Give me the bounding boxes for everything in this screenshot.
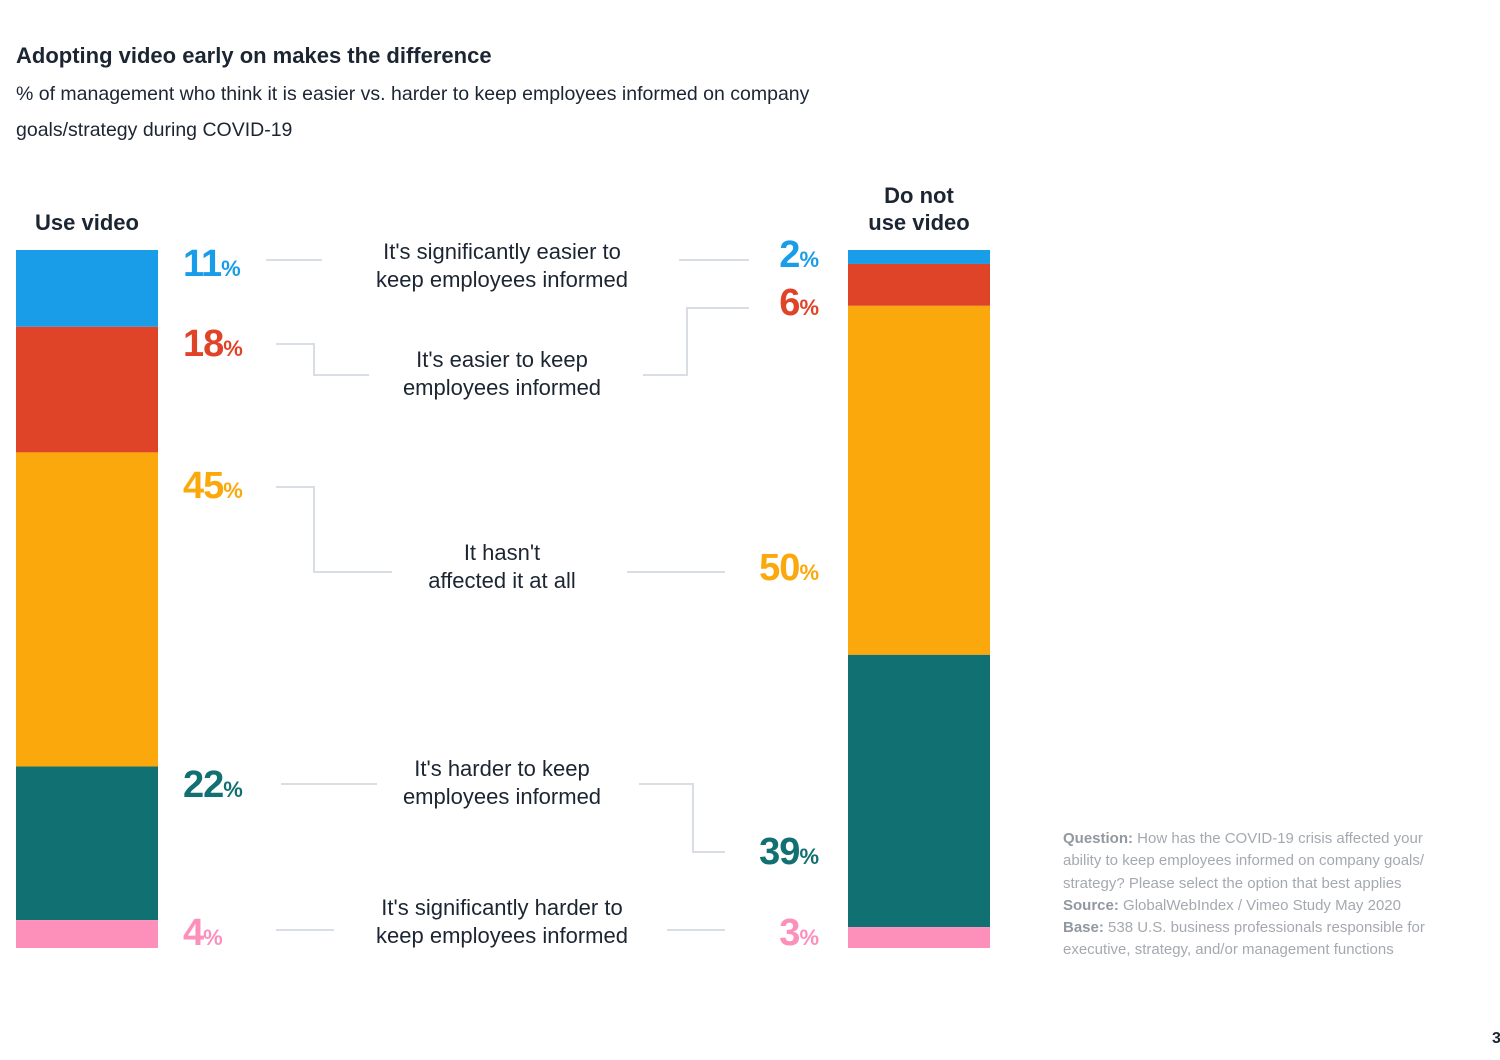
category-label-1: It's significantly easier to keep employe… xyxy=(342,238,662,294)
base-text: 538 U.S. business professionals responsi… xyxy=(1063,919,1425,959)
question-label: Question: xyxy=(1063,830,1133,847)
right-connector-4 xyxy=(639,783,725,853)
category-label-1-line-2: keep employees informed xyxy=(376,267,628,292)
category-label-5-line-1: It's significantly harder to xyxy=(381,895,623,920)
right-bar-segment-2 xyxy=(848,263,990,306)
right-value-label-1-number: 2 xyxy=(779,234,800,276)
left-bar-segment-4 xyxy=(16,766,158,921)
source-text: GlobalWebIndex / Vimeo Study May 2020 xyxy=(1123,896,1401,914)
category-label-4: It's harder to keep employees informed xyxy=(342,755,662,811)
left-value-label-2: 18% xyxy=(183,325,243,363)
left-connector-3 xyxy=(276,486,392,573)
base-label: Base: xyxy=(1063,919,1104,937)
category-label-3-line-1: It hasn't xyxy=(463,540,541,565)
chart-title: Adopting video early on makes the differ… xyxy=(16,43,492,68)
page-number: 3 xyxy=(1492,1030,1500,1047)
left-bar-segment-3 xyxy=(16,452,158,767)
left-value-label-3-percent-sign: % xyxy=(223,478,243,503)
source-label: Source: xyxy=(1063,896,1119,914)
right-connector-2 xyxy=(643,307,749,376)
category-label-4-line-1: It's harder to keep xyxy=(414,756,590,781)
left-bar-segment-1 xyxy=(16,250,158,327)
left-value-label-4-number: 22 xyxy=(183,764,224,806)
right-value-label-5: 3% xyxy=(779,914,819,952)
question-text: How has the COVID-19 crisis affected you… xyxy=(1063,830,1425,892)
left-value-label-3-number: 45 xyxy=(183,465,224,507)
right-value-label-4: 39% xyxy=(759,833,819,871)
left-bar-label: Use video xyxy=(16,209,158,236)
left-value-label-5-percent-sign: % xyxy=(203,925,223,950)
right-value-label-4-number: 39 xyxy=(759,831,800,873)
category-label-2: It's easier to keep employees informed xyxy=(342,346,662,402)
right-bar-segment-3 xyxy=(848,305,990,655)
left-bar-segment-5 xyxy=(16,920,158,948)
right-value-label-4-percent-sign: % xyxy=(799,844,819,869)
right-bar-segment-4 xyxy=(848,654,990,928)
right-value-label-2-number: 6 xyxy=(779,282,800,324)
chart-subtitle: % of management who think it is easier v… xyxy=(16,83,810,141)
right-value-label-1: 2% xyxy=(779,236,819,274)
left-value-label-1-number: 11 xyxy=(183,243,222,285)
right-value-label-3: 50% xyxy=(759,549,819,587)
category-label-3-line-2: affected it at all xyxy=(428,568,576,593)
right-value-label-3-number: 50 xyxy=(759,547,800,589)
left-value-label-5-number: 4 xyxy=(183,912,204,954)
right-value-label-2: 6% xyxy=(779,284,819,322)
category-label-3: It hasn't affected it at all xyxy=(342,539,662,595)
category-label-1-line-1: It's significantly easier to xyxy=(383,239,621,264)
left-value-label-4-percent-sign: % xyxy=(223,777,243,802)
category-label-5-line-2: keep employees informed xyxy=(376,923,628,948)
right-bar-segment-5 xyxy=(848,927,990,948)
left-value-label-1-percent-sign: % xyxy=(221,256,241,281)
right-value-label-5-number: 3 xyxy=(779,912,800,954)
right-bar-label-line-1: Do not xyxy=(884,183,954,208)
right-bar-label-line-2: use video xyxy=(868,210,970,235)
category-label-5: It's significantly harder to keep employe… xyxy=(342,894,662,950)
right-bar-label: Do not use video xyxy=(848,182,990,236)
left-value-label-3: 45% xyxy=(183,467,243,505)
left-bar-segment-2 xyxy=(16,326,158,453)
left-connector-2 xyxy=(276,343,369,376)
category-label-4-line-2: employees informed xyxy=(402,784,602,809)
left-value-label-5: 4% xyxy=(183,914,223,952)
right-value-label-3-percent-sign: % xyxy=(799,560,819,585)
right-bar-segment-1 xyxy=(848,250,990,264)
left-value-label-1: 11% xyxy=(183,245,241,283)
footnote: Question: How has the COVID-19 crisis af… xyxy=(1063,828,1463,962)
left-value-label-4: 22% xyxy=(183,766,243,804)
left-value-label-2-percent-sign: % xyxy=(223,336,243,361)
category-label-2-line-2: employees informed xyxy=(402,375,602,400)
left-bar-label-line: Use video xyxy=(35,210,139,235)
right-value-label-1-percent-sign: % xyxy=(799,247,819,272)
left-value-label-2-number: 18 xyxy=(183,323,224,365)
right-value-label-2-percent-sign: % xyxy=(799,295,819,320)
category-label-2-line-1: It's easier to keep xyxy=(416,347,588,372)
right-value-label-5-percent-sign: % xyxy=(799,925,819,950)
